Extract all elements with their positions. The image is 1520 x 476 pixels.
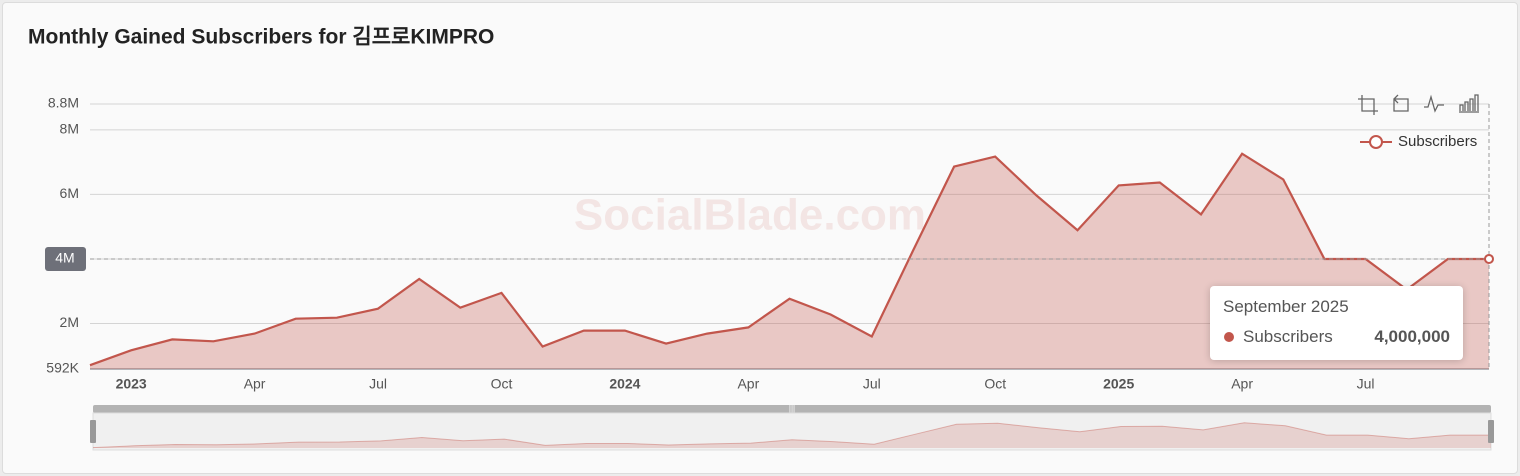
y-tick-label: 8M (60, 121, 79, 137)
chart-title: Monthly Gained Subscribers for 김프로KIMPRO (28, 26, 494, 49)
x-tick-label: Jul (369, 376, 387, 392)
tooltip-marker (1224, 332, 1234, 342)
x-tick-label: Apr (1231, 376, 1253, 392)
highlight-point (1484, 253, 1494, 264)
reset-icon[interactable] (1393, 94, 1409, 112)
slider-line (92, 422, 1491, 449)
tooltip-value: 4,000,000 (1374, 327, 1450, 346)
series-line (89, 152, 1489, 367)
x-tick-label: Jul (1357, 376, 1375, 392)
x-tick-label: Oct (984, 376, 1006, 392)
x-tick-label: Apr (737, 376, 759, 392)
x-tick-label: 2025 (1103, 376, 1134, 392)
x-tick-label: Jul (863, 376, 881, 392)
slider-window (92, 412, 1492, 451)
y-tick-label: 6M (60, 185, 79, 201)
y-tick-label: 8.8M (48, 95, 79, 111)
y-tick-label: 592K (46, 360, 79, 376)
zoom-icon[interactable] (1358, 95, 1378, 115)
x-tick-label: 2024 (609, 376, 640, 392)
tooltip: September 2025 Subscribers 4,000,000 (1210, 286, 1463, 360)
legend-marker (1369, 135, 1383, 149)
x-tick-label: Apr (244, 376, 266, 392)
x-tick-label: 2023 (116, 376, 147, 392)
tooltip-title: September 2025 (1223, 297, 1349, 316)
y-tick-label: 4M (55, 250, 74, 266)
slider-handle[interactable] (1488, 420, 1494, 443)
slider-area (93, 422, 1491, 448)
bar-icon[interactable] (1459, 94, 1479, 113)
series-area (90, 153, 1489, 369)
slider-handle[interactable] (90, 420, 96, 443)
watermark: SocialBlade.com (574, 191, 926, 240)
line-icon[interactable] (1424, 94, 1444, 113)
slider-track-top (93, 405, 1491, 413)
legend-label: Subscribers (1398, 133, 1477, 150)
toolbox[interactable] (1358, 94, 1479, 115)
axis-pointer-label-bg (45, 246, 86, 271)
tooltip-series: Subscribers (1243, 327, 1333, 346)
x-tick-label: Oct (491, 376, 513, 392)
slider-grip: ||| (789, 404, 795, 413)
y-tick-label: 2M (60, 314, 79, 330)
